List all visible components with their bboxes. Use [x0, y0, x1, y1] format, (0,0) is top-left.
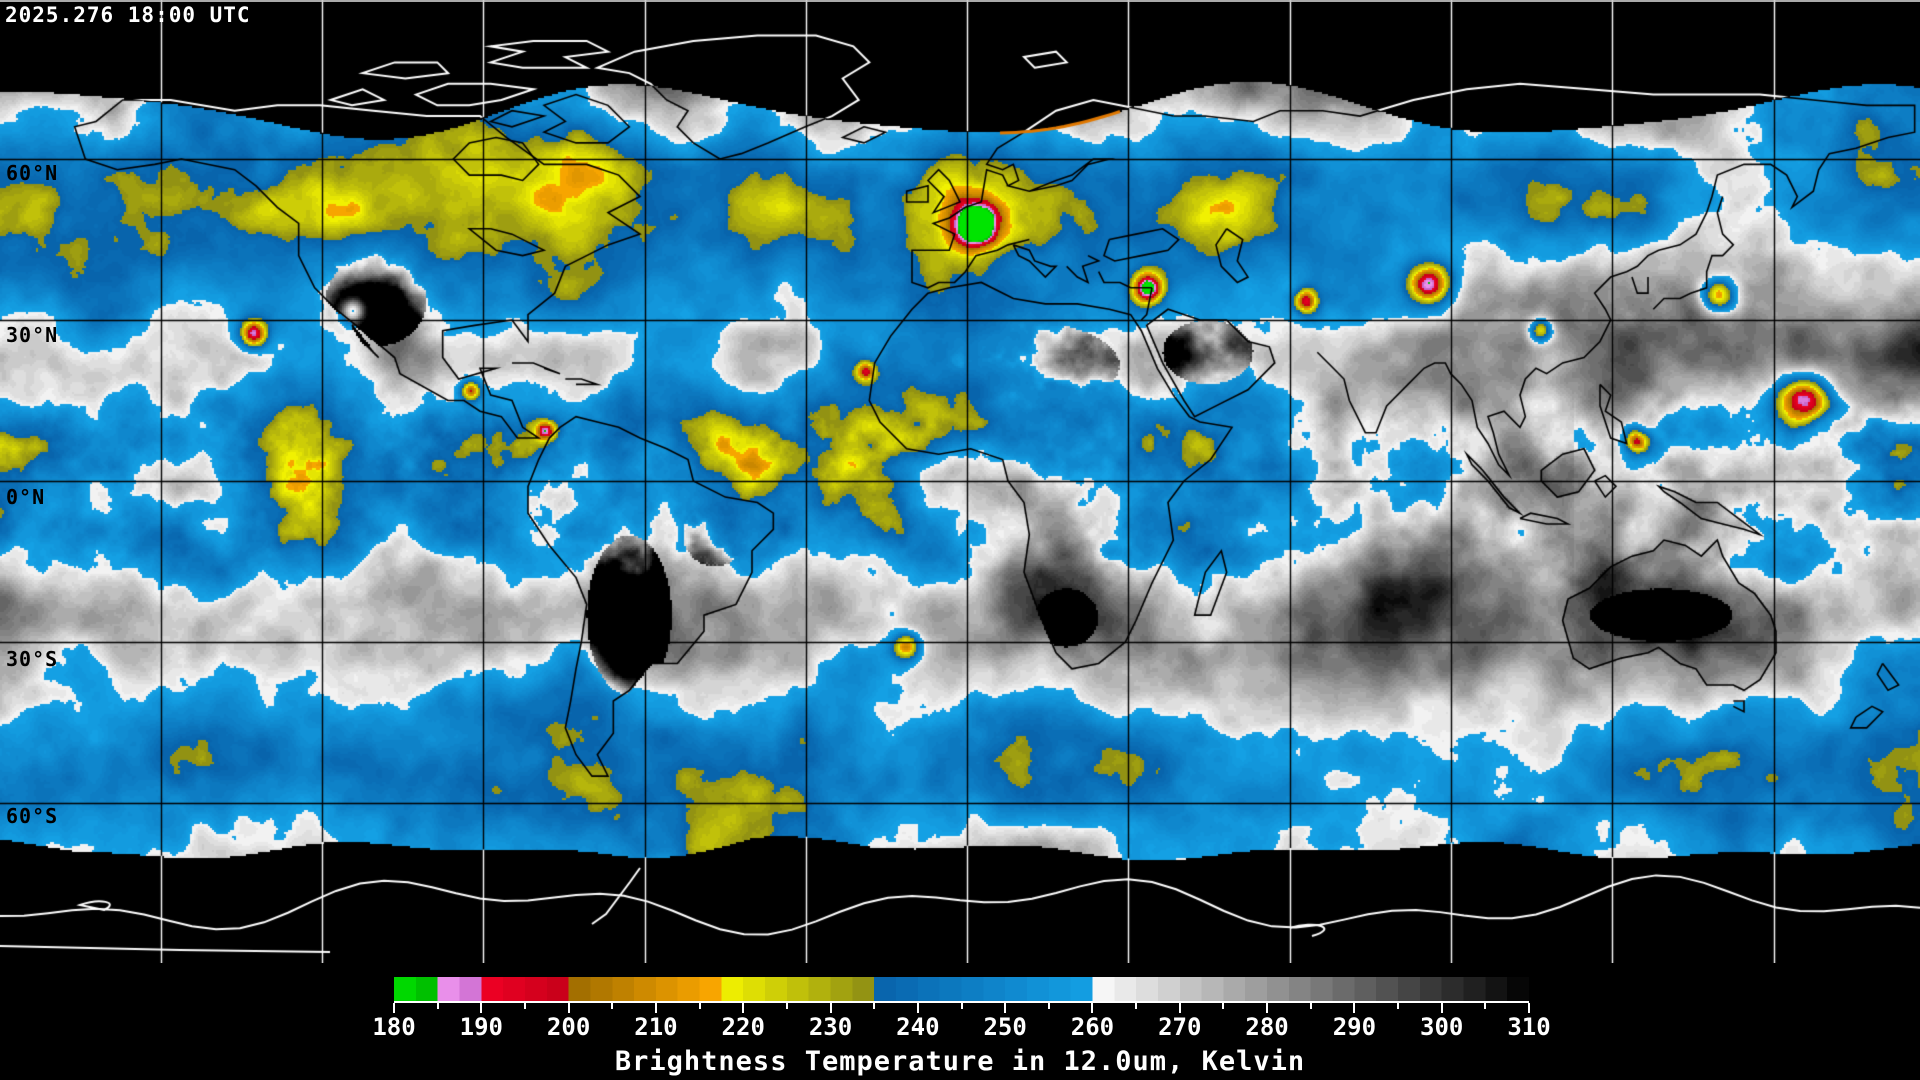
colorbar-minor-tick: [1397, 1003, 1400, 1009]
colorbar-tick-label: 280: [1245, 1013, 1289, 1041]
colorbar-tick-label: 250: [983, 1013, 1027, 1041]
colorbar-tick-label: 310: [1507, 1013, 1551, 1041]
colorbar-minor-tick: [785, 1003, 788, 1009]
colorbar-gradient: [394, 977, 1529, 1003]
colorbar-minor-tick: [698, 1003, 701, 1009]
colorbar-major-tick: [1353, 1003, 1356, 1013]
colorbar-minor-tick: [1135, 1003, 1138, 1009]
colorbar-major-tick: [480, 1003, 483, 1013]
colorbar-minor-tick: [1222, 1003, 1225, 1009]
colorbar-minor-tick: [873, 1003, 876, 1009]
colorbar-tick-label: 260: [1070, 1013, 1115, 1041]
colorbar-major-tick: [1266, 1003, 1269, 1013]
colorbar-minor-tick: [611, 1003, 614, 1009]
colorbar-tick-label: 200: [546, 1013, 591, 1041]
latitude-label: 30°S: [6, 647, 59, 671]
world-ir-brightness-temperature-map: [0, 0, 1920, 963]
colorbar-major-tick: [916, 1003, 919, 1013]
colorbar-minor-tick: [436, 1003, 439, 1009]
colorbar-major-tick: [1528, 1003, 1530, 1013]
colorbar-major-tick: [1178, 1003, 1181, 1013]
colorbar-tick-label: 210: [634, 1013, 678, 1041]
colorbar-major-tick: [393, 1003, 395, 1013]
colorbar-major-tick: [829, 1003, 832, 1013]
colorbar-major-tick: [654, 1003, 657, 1013]
colorbar-tick-label: 270: [1158, 1013, 1202, 1041]
colorbar-minor-tick: [1047, 1003, 1050, 1009]
latitude-label: 0°N: [6, 485, 46, 509]
colorbar-tick-label: 190: [459, 1013, 503, 1041]
colorbar-tick-label: 230: [808, 1013, 853, 1041]
latitude-label: 60°N: [6, 161, 59, 185]
colorbar-tick-label: 220: [721, 1013, 765, 1041]
colorbar-major-tick: [567, 1003, 570, 1013]
map-top-edge-line: [0, 0, 1920, 2]
colorbar-minor-tick: [523, 1003, 526, 1009]
colorbar-minor-tick: [1484, 1003, 1487, 1009]
latitude-label: 30°N: [6, 323, 59, 347]
latitude-label: 60°S: [6, 804, 59, 828]
colorbar-tick-label: 240: [896, 1013, 940, 1041]
colorbar-minor-tick: [960, 1003, 963, 1009]
colorbar-major-tick: [742, 1003, 745, 1013]
colorbar-tick-label: 300: [1420, 1013, 1464, 1041]
colorbar-tick-label: 290: [1332, 1013, 1377, 1041]
colorbar-major-tick: [1440, 1003, 1443, 1013]
colorbar-major-tick: [1091, 1003, 1094, 1013]
temperature-colorbar: 180 190 200 210 220 230 240 250 260 270 280 290 300 3…: [372, 977, 1551, 1080]
timestamp: 2025.276 18:00 UTC: [5, 3, 251, 27]
colorbar-tick-label: 180: [372, 1013, 416, 1041]
colorbar-minor-tick: [1309, 1003, 1312, 1009]
colorbar-major-tick: [1004, 1003, 1007, 1013]
colorbar-caption: Brightness Temperature in 12.0um, Kelvin: [614, 1046, 1306, 1077]
